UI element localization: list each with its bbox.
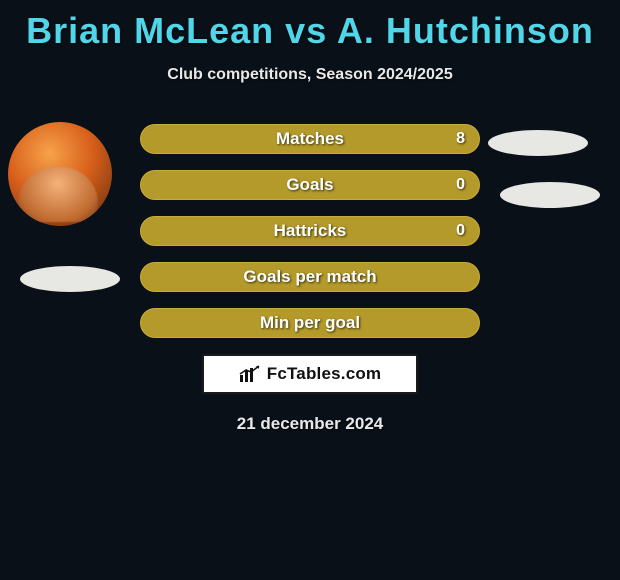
placeholder-pill-right-2 [500,182,600,208]
stat-value: 0 [456,176,465,194]
stat-label: Hattricks [274,221,347,241]
player-left-avatar [8,122,112,226]
page-subtitle: Club competitions, Season 2024/2025 [0,66,620,84]
brand-badge: FcTables.com [202,354,418,394]
stat-row-min-per-goal: Min per goal [140,308,480,338]
placeholder-pill-left [20,266,120,292]
page-title: Brian McLean vs A. Hutchinson [0,0,620,52]
stat-label: Matches [276,129,344,149]
comparison-stage: Matches 8 Goals 0 Hattricks 0 Goals per … [0,124,620,338]
stat-label: Min per goal [260,313,360,333]
stat-value: 0 [456,222,465,240]
stat-value: 8 [456,130,465,148]
stat-row-hattricks: Hattricks 0 [140,216,480,246]
stat-row-goals-per-match: Goals per match [140,262,480,292]
stat-row-matches: Matches 8 [140,124,480,154]
stat-label: Goals per match [243,267,376,287]
footer-date: 21 december 2024 [0,414,620,434]
stat-label: Goals [286,175,333,195]
brand-text: FcTables.com [267,364,382,384]
stat-bars: Matches 8 Goals 0 Hattricks 0 Goals per … [140,124,480,338]
bar-chart-icon [239,365,261,383]
stat-row-goals: Goals 0 [140,170,480,200]
placeholder-pill-right-1 [488,130,588,156]
